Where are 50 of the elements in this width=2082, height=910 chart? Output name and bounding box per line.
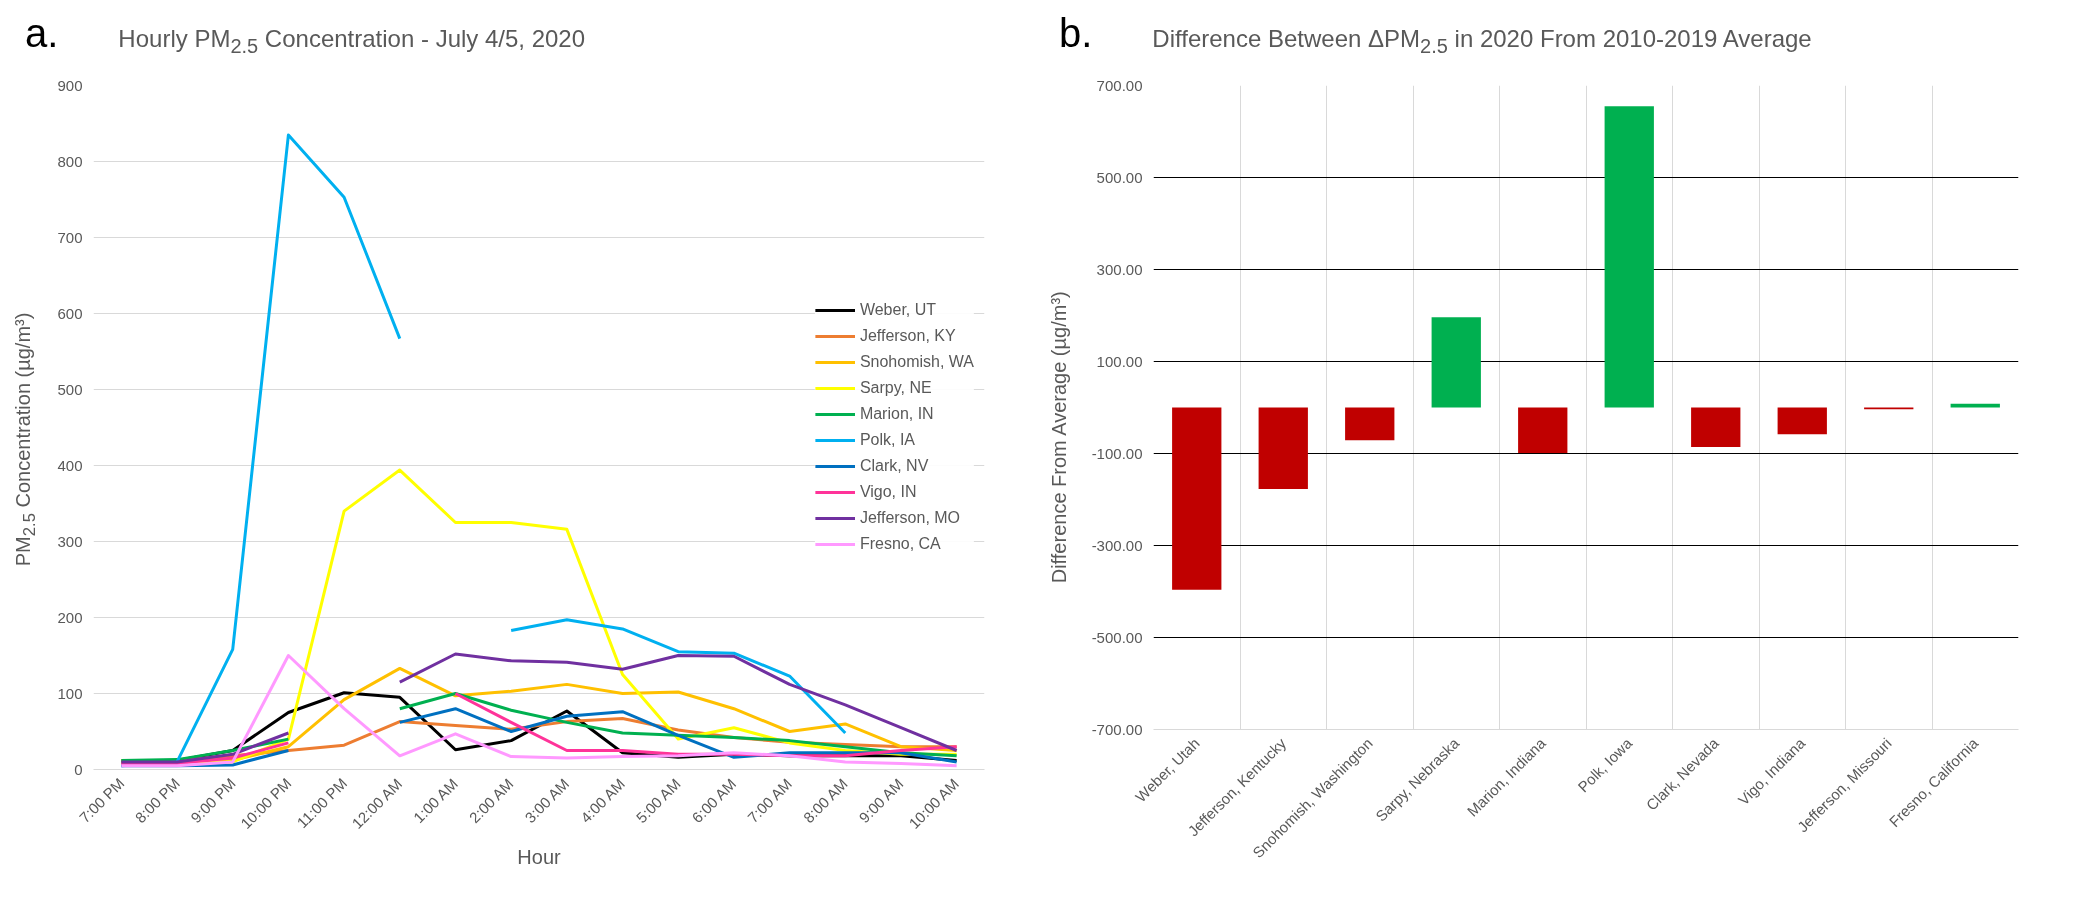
y-axis-title: Difference From Average (µg/m³) [1046,290,1071,586]
bar [1172,407,1222,590]
bar [1777,407,1827,435]
legend-label: Marion, IN [859,405,934,423]
x-tick-label: 5:00 AM [632,775,684,827]
legend-label: Fresno, CA [859,535,941,553]
y-tick-label: 900 [57,76,83,94]
y-tick-label: 300.00 [1096,260,1143,278]
x-tick-label: 2:00 AM [465,775,517,827]
bar [1518,407,1568,454]
bar [1691,407,1741,448]
x-tick-label: 4:00 AM [577,775,628,827]
legend-label: Snohomish, WA [859,353,974,371]
x-tick-label: 6:00 AM [688,775,740,827]
legend-label: Sarpy, NE [859,379,932,397]
y-tick-label: 500.00 [1096,168,1143,186]
x-axis-title: Hour [517,845,562,868]
y-tick-label: 700 [57,228,83,246]
chart-title: Difference Between ΔPM$_{2.5}$ in 2020 From 2010-2019 Average [1152,25,1812,57]
y-tick-label: 100 [57,684,83,702]
bar [1604,106,1654,408]
y-tick-label: 500 [57,380,83,398]
text: a. [25,11,59,55]
legend-label: Jefferson, KY [859,327,956,345]
bar [1258,407,1308,489]
bar [1950,403,2000,408]
y-tick-label: 800 [57,152,83,170]
y-tick-label: -300.00 [1091,536,1143,554]
x-tick-label: 8:00 AM [799,775,851,827]
legend-label: Weber, UT [859,301,937,319]
bar [1431,317,1481,408]
x-tick-label: 8:00 PM [131,774,184,827]
legend-label: Vigo, IN [859,483,917,501]
legend-label: Clark, NV [859,457,929,475]
legend-label: Polk, IA [859,431,916,449]
y-tick-label: 200 [57,608,83,626]
y-tick-label: 600 [57,304,83,322]
y-tick-label: 700.00 [1096,76,1143,94]
y-tick-label: 100.00 [1096,352,1143,370]
x-tick-label: 1:00 AM [409,775,461,827]
y-tick-label: -700.00 [1091,720,1143,738]
y-tick-label: -100.00 [1091,444,1143,462]
text: b. [1059,11,1093,55]
chart-title: Hourly PM$_{2.5}$ Concentration - July 4/5, 2020 [118,25,586,57]
bar [1345,407,1395,441]
y-tick-label: 300 [57,532,83,550]
y-tick-label: 400 [57,456,83,474]
y-tick-label: -500.00 [1091,628,1143,646]
x-tick-label: 7:00 AM [744,775,796,827]
legend-label: Jefferson, MO [859,509,961,527]
